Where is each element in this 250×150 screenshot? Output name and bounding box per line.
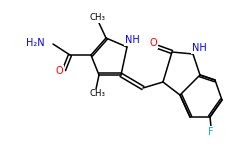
Text: NH: NH xyxy=(192,43,206,53)
Text: F: F xyxy=(208,127,214,137)
Text: CH₃: CH₃ xyxy=(89,90,105,99)
Text: H₂N: H₂N xyxy=(26,38,45,48)
Text: CH₃: CH₃ xyxy=(90,14,106,22)
Text: O: O xyxy=(55,66,63,76)
Text: NH: NH xyxy=(124,35,140,45)
Text: O: O xyxy=(149,38,157,48)
